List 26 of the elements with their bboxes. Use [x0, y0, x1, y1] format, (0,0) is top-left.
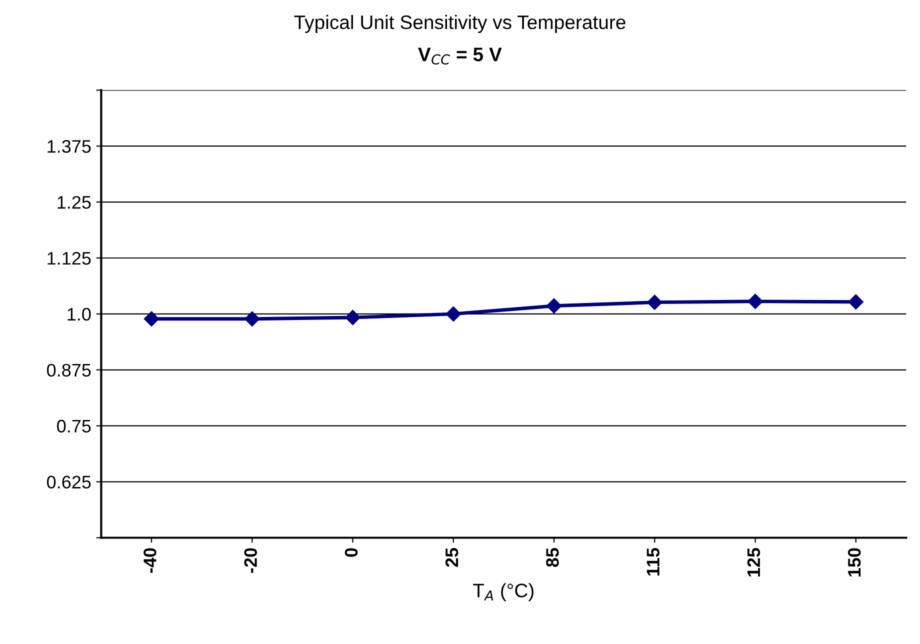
y-tick-label: 0.625 — [47, 476, 91, 489]
y-tick-label: 0.75 — [57, 420, 91, 433]
x-tick-label: 25 — [445, 548, 458, 567]
point — [647, 294, 662, 310]
point — [748, 294, 763, 309]
y-tick-label: 1.375 — [48, 140, 91, 153]
y-tick-label: 1.25 — [58, 196, 91, 209]
x-tick-label: -40 — [144, 548, 156, 573]
y-tick-label: 1.0 — [68, 308, 91, 321]
chart-title: Typical Unit Sensitivity vs Temperature — [294, 14, 626, 34]
x-tick-label: 125 — [747, 548, 760, 576]
point — [848, 294, 864, 310]
point — [546, 298, 562, 314]
point — [345, 310, 360, 326]
x-tick-label: 0 — [344, 548, 358, 557]
point — [244, 311, 260, 326]
y-tick-label: 0.875 — [47, 364, 91, 377]
point — [446, 306, 461, 322]
x-tick-label: 85 — [546, 548, 559, 567]
x-tick-label: 150 — [848, 548, 861, 576]
x-tick-label: -20 — [244, 548, 257, 573]
y-tick-label: 1.125 — [48, 252, 91, 265]
x-axis-title: T$_{A}$ (°C) — [473, 583, 534, 602]
point — [144, 311, 160, 326]
x-tick-label: 115 — [646, 548, 660, 576]
chart-subtitle: V$_{CC}$ = 5 V — [418, 48, 502, 65]
